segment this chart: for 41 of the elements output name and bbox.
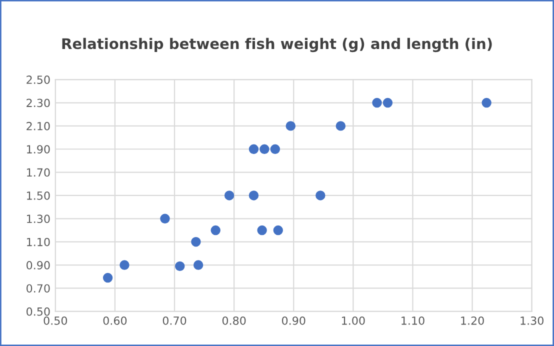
y-tick-label: 1.50	[27, 191, 50, 200]
point	[257, 225, 267, 236]
x-tick-label: 0.80	[222, 316, 246, 325]
y-tick-label: 1.90	[27, 145, 50, 154]
x-tick-label: 0.70	[162, 316, 186, 325]
point	[270, 144, 280, 154]
point	[316, 190, 326, 200]
x-tick-label: 0.50	[44, 316, 68, 325]
point	[160, 214, 170, 224]
point	[120, 260, 130, 270]
x-tick-label: 0.60	[103, 316, 127, 325]
point	[336, 121, 346, 131]
point	[175, 261, 185, 272]
point	[224, 190, 234, 200]
point	[482, 98, 492, 108]
point	[191, 236, 201, 247]
y-tick-label: 0.90	[26, 261, 50, 270]
point	[260, 144, 270, 154]
y-tick-label: 0.70	[26, 284, 50, 293]
chart-title: Relationship between fish weight (g) and length (in)	[62, 38, 492, 52]
point	[193, 260, 204, 270]
point	[248, 144, 259, 154]
y-tick-label: 1.10	[27, 238, 50, 246]
y-tick-label: 2.50	[26, 76, 50, 84]
x-tick-label: 1.10	[402, 316, 424, 325]
x-tick-label: 1.30	[520, 316, 544, 325]
x-tick-label: 0.90	[282, 316, 306, 325]
point	[372, 98, 382, 108]
point	[102, 272, 113, 283]
x-tick-label: 1.20	[461, 316, 484, 325]
y-tick-label: 1.70	[27, 168, 50, 177]
y-tick-label: 2.30	[26, 98, 50, 108]
point	[273, 225, 283, 236]
point	[248, 190, 259, 200]
point	[210, 225, 220, 236]
point	[382, 98, 393, 108]
x-tick-label: 1.00	[342, 316, 365, 325]
point	[286, 121, 296, 131]
y-tick-label: 0.50	[26, 307, 50, 316]
y-tick-label: 2.10	[26, 122, 50, 130]
y-tick-label: 1.30	[27, 214, 50, 224]
